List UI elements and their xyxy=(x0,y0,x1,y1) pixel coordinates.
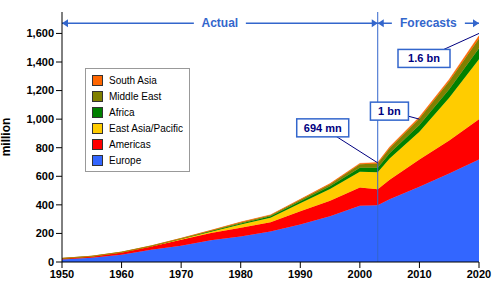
html-text:South Asia: South Asia xyxy=(109,74,157,86)
html-text:Europe: Europe xyxy=(109,154,142,166)
svg-text:Forecasts: Forecasts xyxy=(400,16,457,30)
svg-text:800: 800 xyxy=(36,142,54,154)
html-text:East Asia/Pacific: East Asia/Pacific xyxy=(109,122,183,134)
svg-text:0: 0 xyxy=(48,256,54,268)
svg-text:1.6 bn: 1.6 bn xyxy=(408,52,440,64)
svg-text:200: 200 xyxy=(36,227,54,239)
svg-text:Actual: Actual xyxy=(202,16,239,30)
svg-text:1,600: 1,600 xyxy=(26,27,54,39)
svg-text:1,200: 1,200 xyxy=(26,84,54,96)
svg-text:1950: 1950 xyxy=(50,268,74,280)
svg-text:2020: 2020 xyxy=(467,268,487,280)
html-text:Africa: Africa xyxy=(109,106,135,118)
svg-text:2000: 2000 xyxy=(348,268,372,280)
svg-text:694 mn: 694 mn xyxy=(304,122,342,134)
svg-text:million: million xyxy=(8,118,13,157)
svg-text:1980: 1980 xyxy=(228,268,252,280)
svg-text:1970: 1970 xyxy=(169,268,193,280)
svg-text:1 bn: 1 bn xyxy=(378,105,401,117)
svg-text:1990: 1990 xyxy=(288,268,312,280)
svg-text:600: 600 xyxy=(36,170,54,182)
html-text:Americas: Americas xyxy=(109,138,151,150)
svg-text:1,400: 1,400 xyxy=(26,56,54,68)
svg-text:2010: 2010 xyxy=(407,268,431,280)
html-text:Middle East: Middle East xyxy=(109,90,162,102)
svg-text:1,000: 1,000 xyxy=(26,113,54,125)
svg-text:400: 400 xyxy=(36,199,54,211)
svg-text:1960: 1960 xyxy=(109,268,133,280)
